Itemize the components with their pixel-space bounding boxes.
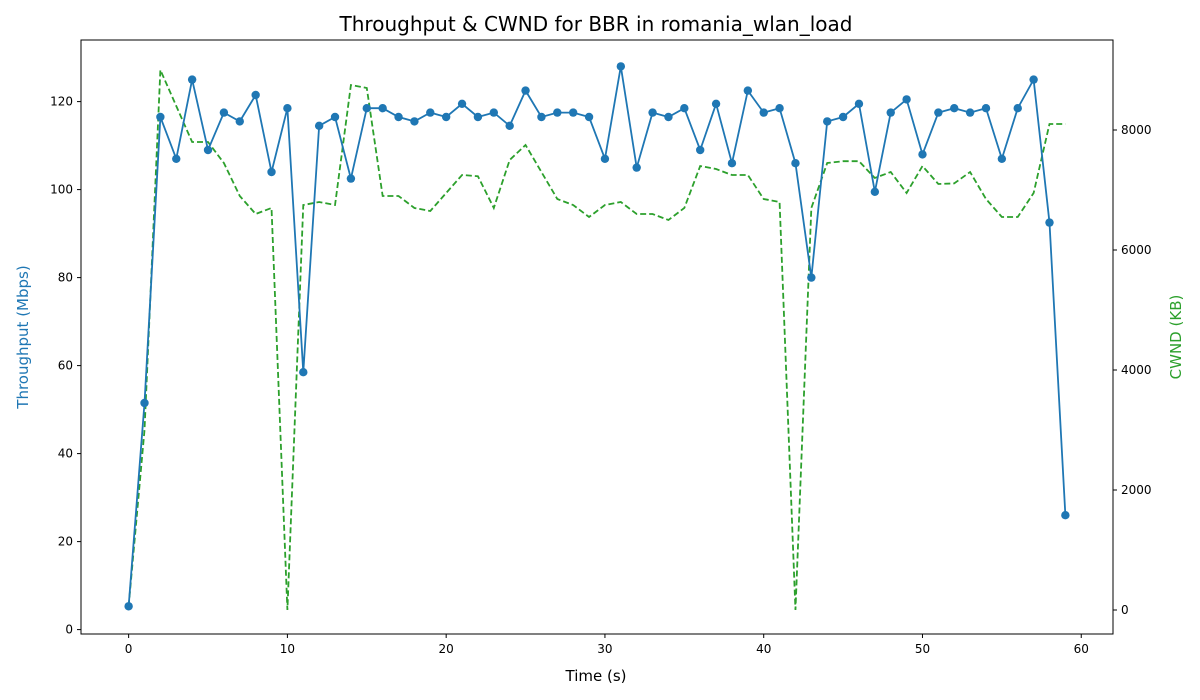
throughput-point [759, 108, 768, 117]
throughput-point [568, 108, 578, 117]
x-tick-label: 50 [915, 642, 930, 656]
throughput-point [965, 108, 975, 117]
throughput-point [537, 112, 546, 122]
y2-axis-label: CWND (KB) [1167, 295, 1185, 380]
throughput-point [362, 104, 371, 113]
x-axis-label: Time (s) [565, 667, 627, 685]
x-tick-label: 60 [1074, 642, 1089, 656]
throughput-point [584, 112, 594, 122]
throughput-point [902, 95, 911, 104]
throughput-point [156, 112, 165, 122]
throughput-point [346, 174, 356, 183]
throughput-point [696, 145, 705, 155]
throughput-point [172, 154, 181, 163]
throughput-point [981, 104, 991, 113]
throughput-point [410, 117, 419, 126]
throughput-series-line [127, 66, 1067, 607]
y2-tick-label: 6000 [1121, 243, 1152, 257]
throughput-point [616, 62, 626, 71]
throughput-point [426, 108, 435, 117]
y-tick-label: 0 [65, 623, 73, 637]
throughput-point [219, 108, 229, 117]
throughput-point [394, 112, 403, 122]
throughput-point [124, 602, 133, 611]
throughput-point [473, 112, 483, 122]
throughput-point [251, 90, 260, 100]
throughput-point [457, 99, 467, 109]
throughput-point [505, 121, 514, 130]
x-axis: 0 10 20 30 40 50 60 [125, 634, 1089, 656]
throughput-point [299, 368, 308, 377]
throughput-point [140, 398, 149, 408]
throughput-point [632, 163, 641, 172]
x-tick-label: 40 [756, 642, 771, 656]
throughput-point [553, 108, 562, 117]
throughput-point [648, 108, 657, 117]
throughput-point [807, 273, 816, 282]
y-axis-right: 0 2000 4000 6000 8000 [1113, 123, 1152, 617]
throughput-point [854, 99, 864, 109]
throughput-point [235, 117, 244, 126]
y-tick-label: 80 [58, 271, 73, 285]
throughput-point [886, 108, 895, 117]
throughput-point [314, 121, 324, 130]
throughput-point [600, 154, 610, 163]
throughput-point [918, 150, 927, 159]
throughput-point [203, 145, 213, 155]
x-tick-label: 20 [439, 642, 454, 656]
x-tick-label: 10 [280, 642, 295, 656]
throughput-point [521, 86, 530, 95]
chart-title: Throughput & CWND for BBR in romania_wla… [339, 12, 853, 36]
y-tick-label: 60 [58, 359, 73, 373]
plot-frame [80, 39, 1114, 635]
throughput-point [791, 159, 800, 168]
y-axis-label: Throughput (Mbps) [14, 265, 32, 409]
y-tick-label: 100 [50, 183, 73, 197]
y-tick-label: 120 [50, 95, 73, 109]
throughput-point [934, 108, 943, 117]
y2-tick-label: 0 [1121, 603, 1129, 617]
throughput-point [1029, 75, 1038, 84]
y2-tick-label: 8000 [1121, 123, 1152, 137]
y-tick-label: 20 [58, 535, 73, 549]
throughput-point [441, 112, 451, 122]
throughput-point [711, 99, 721, 109]
throughput-point [330, 112, 340, 122]
y2-tick-label: 4000 [1121, 363, 1152, 377]
y-axis-left: 0 20 40 60 80 100 120 [50, 95, 81, 637]
throughput-point [680, 104, 689, 113]
throughput-point [950, 104, 959, 113]
throughput-point [267, 167, 276, 177]
throughput-point [823, 117, 832, 126]
throughput-point [489, 108, 498, 117]
throughput-point [1061, 511, 1070, 520]
y-tick-label: 40 [58, 447, 73, 461]
throughput-point [743, 86, 753, 95]
throughput-point [1013, 104, 1022, 113]
y2-tick-label: 2000 [1121, 483, 1152, 497]
cwnd-series-line [127, 69, 1066, 611]
x-tick-label: 0 [125, 642, 133, 656]
throughput-point [775, 104, 784, 113]
x-tick-label: 30 [597, 642, 612, 656]
throughput-point [1045, 218, 1054, 227]
throughput-point [838, 112, 848, 122]
throughput-point [187, 75, 197, 84]
throughput-point [283, 104, 292, 113]
throughput-point [727, 159, 737, 168]
plot-area [124, 62, 1070, 611]
throughput-point [997, 154, 1007, 163]
throughput-point [870, 187, 880, 196]
throughput-point [664, 112, 673, 122]
throughput-point [378, 104, 387, 113]
